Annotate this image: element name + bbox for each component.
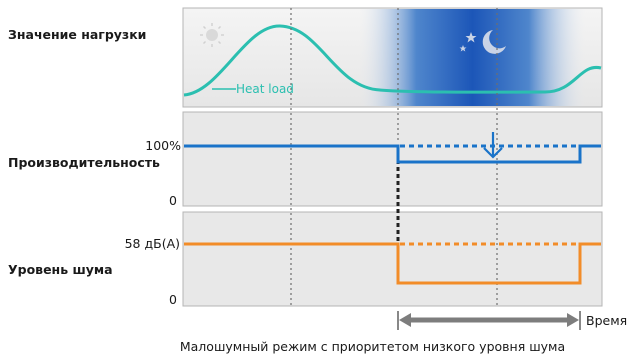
noise-panel (182, 211, 603, 307)
load-value-label: Значение нагрузки (8, 27, 147, 42)
zero-noise-label: 0 (169, 292, 177, 307)
noise-line (184, 242, 601, 285)
percent-100-label: 100% (145, 138, 181, 153)
sun-icon (200, 23, 224, 47)
heat-load-curve (183, 24, 602, 97)
time-guides (290, 8, 498, 306)
mode-duration-arrow (397, 311, 581, 330)
performance-label: Производительность (8, 155, 160, 170)
noise-value-label: 58 дБ(A) (124, 236, 180, 251)
zero-performance-label: 0 (169, 193, 177, 208)
moon-stars-icon (459, 30, 506, 54)
noise-level-label: Уровень шума (8, 262, 113, 277)
heat-load-label: Heat load (236, 82, 294, 96)
performance-panel (182, 111, 603, 207)
down-arrow-icon (483, 132, 503, 159)
caption-label: Малошумный режим с приоритетом низкого у… (179, 339, 566, 354)
performance-line (184, 144, 601, 164)
time-label: Время (586, 313, 628, 328)
